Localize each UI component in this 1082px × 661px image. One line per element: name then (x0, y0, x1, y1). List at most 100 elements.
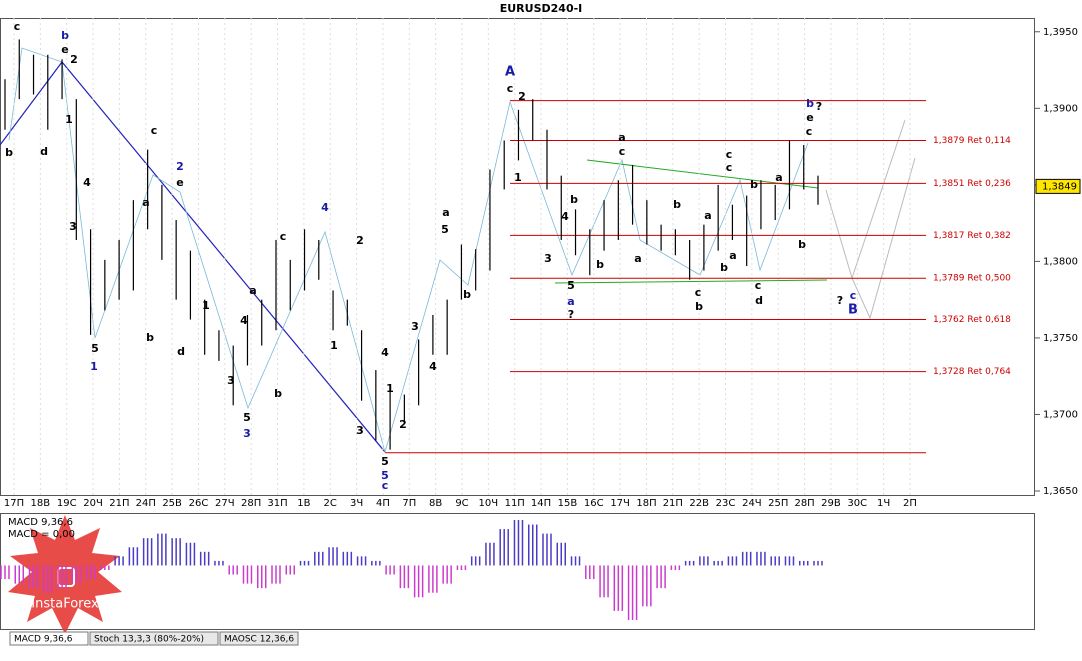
x-tick-label: 27Ч (215, 498, 235, 509)
wave-label: 5 (243, 411, 251, 424)
wave-label: 1 (90, 360, 98, 373)
x-tick-label: 17П (4, 498, 24, 509)
wave-label: c (695, 286, 702, 299)
wave-label: 4 (321, 201, 329, 214)
x-tick-label: 14П (531, 498, 551, 509)
wave-label: 2 (399, 418, 407, 431)
wave-label: 3 (411, 320, 419, 333)
wave-label: a (775, 171, 782, 184)
wave-label: c (726, 148, 733, 161)
x-tick-label: 18П (636, 498, 656, 509)
x-tick-label: 18В (31, 498, 51, 509)
retracement-label: 1,3728 Ret 0,764 (933, 367, 1011, 377)
macd-label: MACD 9,36,6 (8, 517, 73, 528)
x-tick-label: 16С (584, 498, 604, 509)
wave-label: b (146, 331, 154, 344)
x-tick-label: 1Ч (877, 498, 890, 509)
wave-label: b (596, 258, 604, 271)
x-tick-label: 7П (402, 498, 416, 509)
x-tick-label: 21П (109, 498, 129, 509)
x-tick-label: 24Ч (742, 498, 762, 509)
wave-label: 3 (544, 252, 552, 265)
wave-label: d (40, 145, 48, 158)
wave-label: B (848, 303, 858, 318)
retracement-label: 1,3789 Ret 0,500 (933, 274, 1011, 284)
x-tick-label: 26С (189, 498, 209, 509)
x-tick-label: 28П (794, 498, 814, 509)
wave-label: 4 (561, 210, 569, 223)
logo-text: InstaForex (31, 597, 99, 612)
wave-label: a (634, 252, 641, 265)
x-tick-label: 10Ч (479, 498, 499, 509)
retracement-label: 1,3851 Ret 0,236 (933, 179, 1011, 189)
price-frame (0, 18, 1035, 496)
wave-label: ? (837, 294, 843, 307)
x-tick-label: 29В (821, 498, 841, 509)
indicator-tab-label[interactable]: Stoch 13,3,3 (80%-20%) (94, 635, 204, 645)
wave-label: 2 (356, 234, 364, 247)
x-tick-label: 24П (136, 498, 156, 509)
wave-label: b (274, 387, 282, 400)
wave-label: c (151, 124, 158, 137)
trend-line (554, 279, 828, 284)
logo-badge (8, 515, 122, 634)
retracement-label: 1,3817 Ret 0,382 (933, 231, 1011, 241)
indicator-tab-label[interactable]: MAOSC 12,36,6 (224, 635, 294, 645)
wave-label: b (806, 97, 814, 110)
wave-label: 1 (330, 339, 338, 352)
wave-label: c (850, 289, 857, 302)
wave-label: a (618, 131, 625, 144)
retracement-label: 1,3879 Ret 0,114 (933, 136, 1011, 146)
x-tick-label: 20Ч (83, 498, 103, 509)
current-price-box (1035, 178, 1081, 194)
wave-label: a (442, 206, 449, 219)
x-tick-label: 2П (903, 498, 917, 509)
wave-label: b (798, 238, 806, 251)
wave-label: e (176, 176, 183, 189)
wave-label: c (755, 279, 762, 292)
x-tick-label: 23С (716, 498, 736, 509)
wave-label: a (729, 249, 736, 262)
x-tick-label: 2С (324, 498, 337, 509)
wave-label: 5 (381, 455, 389, 468)
x-tick-label: 8В (429, 498, 442, 509)
wave-label: b (673, 198, 681, 211)
wave-label: a (704, 209, 711, 222)
x-tick-label: 4П (376, 498, 390, 509)
x-tick-label: 21П (663, 498, 683, 509)
wave-label: 1 (514, 171, 522, 184)
indicator-tab (219, 631, 299, 646)
x-tick-label: 31П (267, 498, 287, 509)
wave-label: 5 (441, 223, 449, 236)
wave-label: 4 (240, 314, 248, 327)
wave-label: c (726, 161, 733, 174)
wave-label: b (720, 261, 728, 274)
indicator-tab-label[interactable]: MACD 9,36,6 (14, 635, 73, 645)
x-tick-label: 11П (505, 498, 525, 509)
retracement-label: 1,3762 Ret 0,618 (933, 315, 1011, 325)
y-tick-label: 1,3750 (1043, 333, 1078, 344)
wave-label: A (505, 65, 515, 80)
wave-label: c (14, 20, 21, 33)
y-tick-label: 1,3950 (1043, 27, 1078, 38)
wave-label: 3 (227, 374, 235, 387)
wave-label: c (806, 125, 813, 138)
chart-title: EURUSD240-I (500, 2, 583, 15)
wave-label: d (177, 345, 185, 358)
wave-label: 5 (91, 342, 99, 355)
wave-label: e (61, 43, 68, 56)
wave-label: 1 (202, 299, 210, 312)
y-tick-label: 1,3900 (1043, 103, 1078, 114)
y-tick-label: 1,3650 (1043, 486, 1078, 497)
indicator-tab (9, 631, 89, 646)
wave-label: 1 (65, 113, 73, 126)
wave-line (8, 47, 809, 454)
wave-label: 2 (176, 160, 184, 173)
wave-label: 1 (386, 382, 394, 395)
y-tick-label: 1,3700 (1043, 409, 1078, 420)
wave-label: c (382, 479, 389, 492)
wave-label: 5 (381, 469, 389, 482)
wave-label: 2 (70, 53, 78, 66)
wave-label: c (507, 82, 514, 95)
